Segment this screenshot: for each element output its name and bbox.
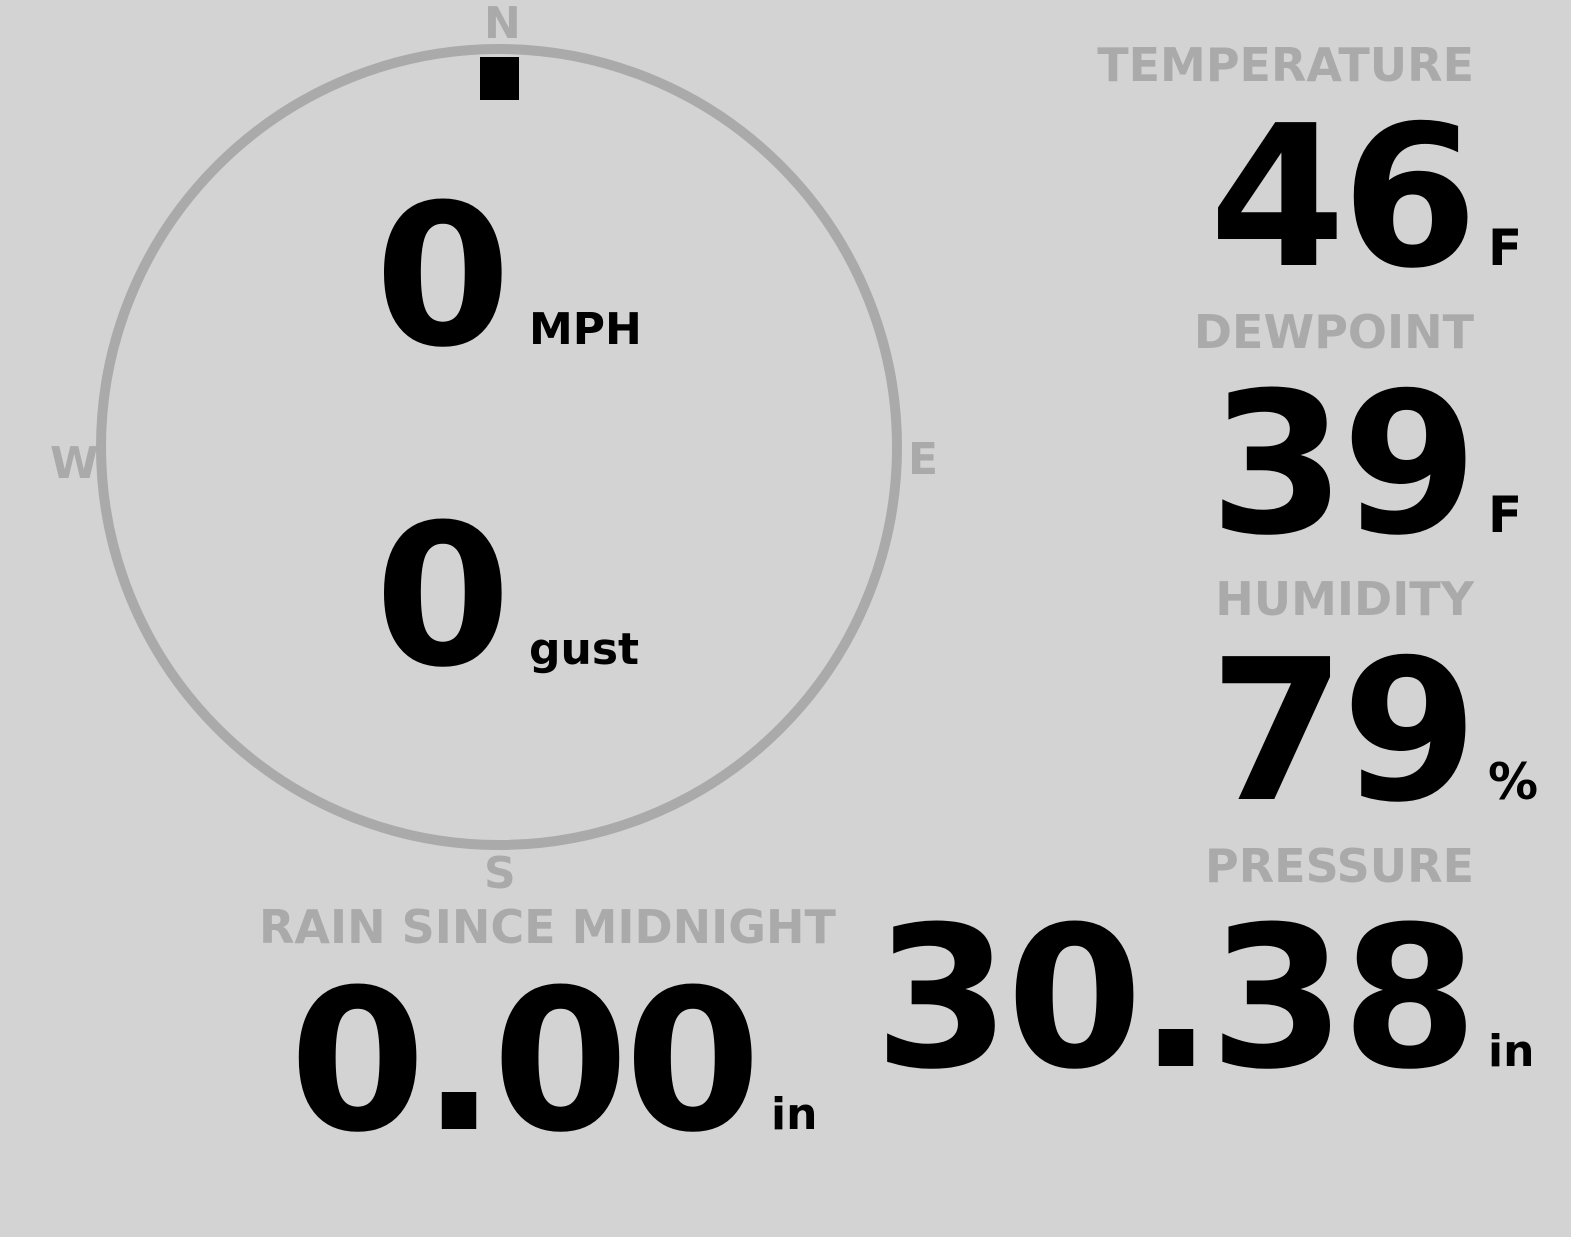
dewpoint-unit: F [1488, 486, 1523, 544]
temperature-unit: F [1488, 219, 1523, 277]
wind-gust-row: 0 gust [300, 483, 640, 711]
humidity-unit: % [1488, 753, 1539, 811]
wind-gust-value: 0 [374, 483, 511, 711]
wind-speed-row: 0 MPH [300, 163, 642, 391]
pressure-label: PRESSURE [1205, 839, 1474, 893]
compass-north: N [484, 0, 521, 49]
wind-speed-value: 0 [374, 163, 511, 391]
temperature-value: 46 [1209, 84, 1478, 312]
wind-speed-unit: MPH [529, 304, 642, 355]
dewpoint-row: 39 F [900, 351, 1523, 579]
compass-west: W [50, 438, 99, 489]
humidity-label: HUMIDITY [1215, 572, 1474, 626]
wind-compass [96, 44, 902, 850]
wind-gust-unit: gust [529, 624, 640, 675]
pressure-value: 30.38 [874, 885, 1478, 1113]
temperature-label: TEMPERATURE [1097, 38, 1474, 92]
dewpoint-value: 39 [1209, 351, 1478, 579]
rain-value: 0.00 [289, 948, 761, 1176]
compass-ring [96, 44, 902, 850]
wind-direction-pointer [480, 57, 519, 100]
pressure-row: 30.38 in [860, 885, 1535, 1113]
rain-unit: in [771, 1089, 818, 1140]
humidity-row: 79 % [900, 618, 1539, 846]
pressure-unit: in [1488, 1026, 1535, 1077]
compass-east: E [908, 434, 939, 485]
temperature-row: 46 F [900, 84, 1523, 312]
dewpoint-label: DEWPOINT [1193, 305, 1474, 359]
rain-row: 0.00 in [240, 948, 818, 1176]
rain-label: RAIN SINCE MIDNIGHT [259, 900, 836, 954]
humidity-value: 79 [1209, 618, 1478, 846]
compass-south: S [484, 848, 516, 899]
